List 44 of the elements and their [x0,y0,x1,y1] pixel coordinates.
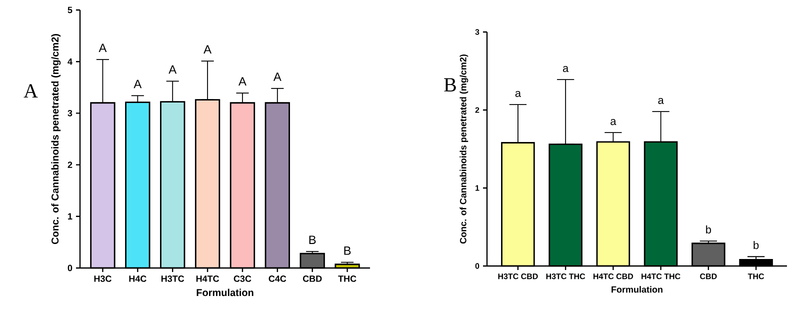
x-tick-label: H4TC CBD [593,274,634,280]
x-tick-label: H3TC [161,276,184,282]
annotation: A [238,77,246,86]
annotation: a [562,66,569,72]
y-tick-label: 1 [476,185,480,191]
y-tick-label: 0 [68,264,72,272]
x-axis-title: Formulation [612,286,662,293]
y-tick-label: 2 [68,162,72,168]
y-axis-title: Conc. of Cannabinoids penetrated (mg/cm2) [51,34,61,244]
x-tick-label: C3C [234,276,252,282]
text: A [24,84,38,98]
annotation: A [134,80,142,88]
annotation: A [98,44,107,52]
annotation: B [344,246,351,255]
y-axis-title: Conc. of Cannabinoids penetrated (mg/cm2) [460,54,468,244]
x-tick-label: H3TC CBD [498,274,538,280]
annotation: A [204,45,212,54]
y-tick-label: 0 [475,263,480,269]
x-tick-label: THC [748,274,764,280]
x-tick-label: H4TC [196,276,220,282]
y-tick-label: 2 [475,107,480,113]
x-tick-label: H4C [129,276,146,282]
y-tick-label: 5 [68,6,72,14]
y-tick-label: 3 [68,110,72,116]
annotation: a [515,90,522,97]
x-tick-label: H4TC THC [642,274,680,280]
x-tick-label: H3TC THC [546,274,586,280]
annotation: A [273,72,282,81]
x-tick-label: CBD [700,274,717,280]
annotation: b [706,225,711,234]
x-tick-label: THC [338,276,356,282]
x-tick-label: H3C [94,276,112,282]
annotation: a [658,98,664,104]
x-tick-label: C4C [268,276,286,282]
x-tick-label: CBD [302,276,322,282]
y-tick-label: 4 [68,58,72,65]
annotation: B [309,236,316,244]
x-axis-title: Formulation [196,288,254,296]
annotation: b [754,241,759,250]
y-tick-label: 3 [475,29,480,35]
annotation: A [168,65,177,74]
y-tick-label: 1 [68,213,72,220]
text: B [444,78,456,92]
annotation: a [610,119,616,126]
